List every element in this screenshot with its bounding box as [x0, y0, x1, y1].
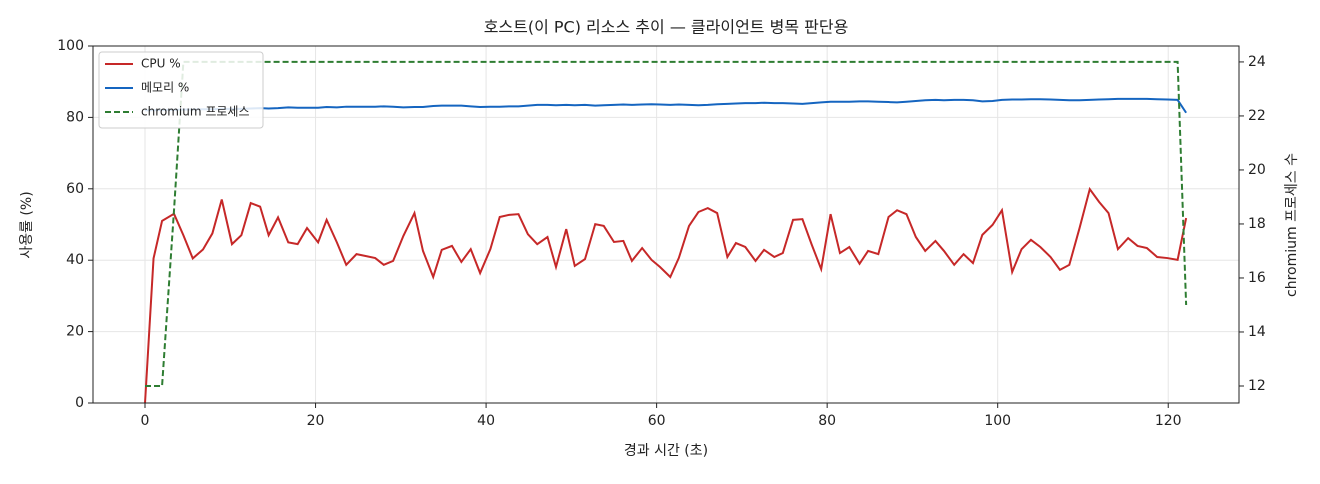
y2-tick-label: 22 [1248, 108, 1266, 124]
y-tick-label: 0 [75, 395, 84, 411]
x-tick-label: 20 [307, 413, 325, 429]
y-tick-label: 80 [66, 109, 84, 125]
x-tick-label: 40 [477, 413, 495, 429]
y2-tick-label: 20 [1248, 162, 1266, 178]
y-tick-label: 40 [66, 252, 84, 268]
y2-axis-label: chromium 프로세스 수 [1284, 153, 1300, 297]
x-axis-label: 경과 시간 (초) [624, 443, 708, 459]
legend-box [98, 51, 264, 129]
y-tick-label: 20 [66, 324, 84, 340]
y2-tick-label: 24 [1248, 54, 1266, 70]
y2-tick-label: 18 [1248, 216, 1266, 232]
legend-label: 메모리 % [141, 81, 189, 95]
legend-label: CPU % [141, 57, 181, 71]
series-line [144, 186, 1188, 404]
x-tick-label: 100 [984, 413, 1011, 429]
series-line [145, 60, 1188, 387]
legend-label: chromium 프로세스 [141, 105, 250, 119]
y2-tick-label: 12 [1248, 378, 1266, 394]
y-tick-label: 60 [66, 181, 84, 197]
plot-frame [92, 45, 1240, 404]
y-axis-label: 사용률 (%) [19, 191, 35, 258]
x-tick-label: 60 [648, 413, 666, 429]
y2-tick-label: 16 [1248, 270, 1266, 286]
x-tick-label: 0 [141, 413, 150, 429]
x-tick-label: 120 [1155, 413, 1182, 429]
y-tick-label: 100 [57, 38, 84, 54]
chart-title: 호스트(이 PC) 리소스 추이 — 클라이언트 병목 판단용 [484, 18, 849, 37]
series-line [145, 97, 1187, 114]
y2-tick-label: 14 [1248, 324, 1266, 340]
x-tick-label: 80 [818, 413, 836, 429]
